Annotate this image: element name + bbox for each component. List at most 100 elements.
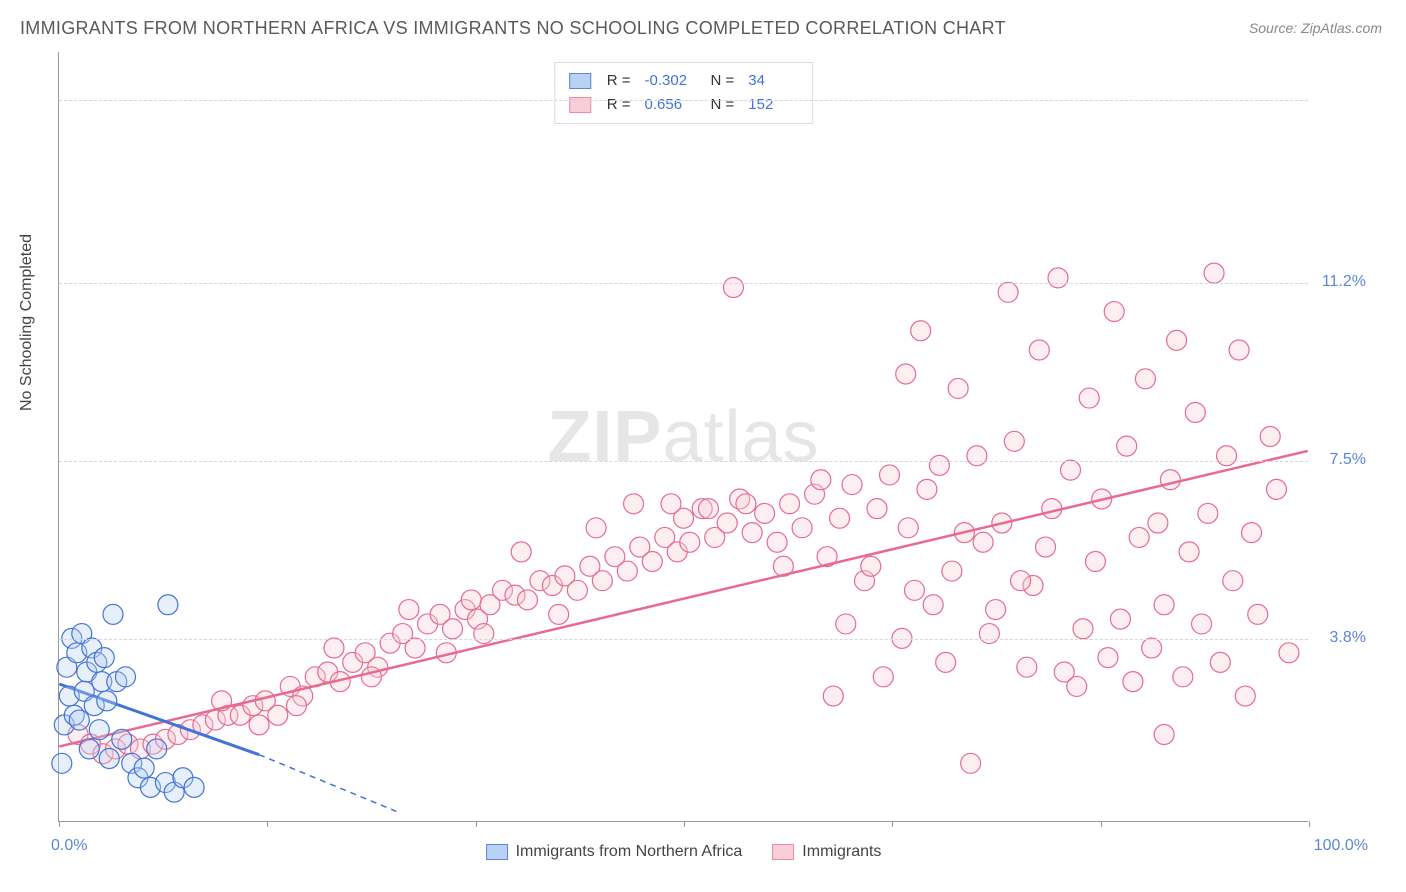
- scatter-point: [1179, 542, 1199, 562]
- scatter-point: [1266, 479, 1286, 499]
- scatter-point: [698, 499, 718, 519]
- scatter-point: [1154, 725, 1174, 745]
- y-tick-label: 11.2%: [1322, 273, 1366, 291]
- scatter-point: [1167, 330, 1187, 350]
- scatter-point: [115, 667, 135, 687]
- scatter-point: [1229, 340, 1249, 360]
- scatter-point: [680, 532, 700, 552]
- legend-bottom-item-1: Immigrants: [772, 843, 881, 861]
- scatter-point: [1204, 263, 1224, 283]
- chart-title: IMMIGRANTS FROM NORTHERN AFRICA VS IMMIG…: [20, 18, 1006, 39]
- legend-bottom-item-0: Immigrants from Northern Africa: [486, 843, 743, 861]
- scatter-point: [1067, 676, 1087, 696]
- scatter-point: [549, 604, 569, 624]
- y-tick-label: 7.5%: [1330, 451, 1366, 469]
- x-tick: [684, 821, 685, 827]
- scatter-point: [1004, 431, 1024, 451]
- scatter-point: [1192, 614, 1212, 634]
- scatter-point: [405, 638, 425, 658]
- scatter-point: [911, 321, 931, 341]
- x-tick-label: 100.0%: [1314, 837, 1368, 855]
- scatter-point: [723, 278, 743, 298]
- scatter-point: [443, 619, 463, 639]
- scatter-point: [936, 652, 956, 672]
- scatter-point: [1011, 571, 1031, 591]
- grid-line: [59, 100, 1308, 101]
- grid-line: [59, 283, 1308, 284]
- scatter-point: [998, 282, 1018, 302]
- scatter-point: [1110, 609, 1130, 629]
- scatter-point: [617, 561, 637, 581]
- scatter-point: [287, 696, 307, 716]
- legend-bottom-label: Immigrants from Northern Africa: [516, 843, 743, 861]
- scatter-point: [1048, 268, 1068, 288]
- scatter-point: [717, 513, 737, 533]
- chart-container: IMMIGRANTS FROM NORTHERN AFRICA VS IMMIG…: [0, 0, 1406, 892]
- scatter-point: [1061, 460, 1081, 480]
- x-tick: [1309, 821, 1310, 827]
- scatter-point: [873, 667, 893, 687]
- legend-bottom-label: Immigrants: [802, 843, 881, 861]
- y-tick-label: 3.8%: [1330, 629, 1366, 647]
- scatter-point: [923, 595, 943, 615]
- scatter-point: [592, 571, 612, 591]
- scatter-point: [89, 720, 109, 740]
- scatter-point: [867, 499, 887, 519]
- scatter-point: [1073, 619, 1093, 639]
- scatter-point: [103, 604, 123, 624]
- legend-swatch-blue: [486, 844, 508, 860]
- x-tick: [1101, 821, 1102, 827]
- scatter-point: [1242, 523, 1262, 543]
- scatter-point: [147, 739, 167, 759]
- trend-line-dashed: [259, 755, 396, 812]
- scatter-point: [1129, 527, 1149, 547]
- plot-svg: [59, 52, 1308, 821]
- scatter-point: [399, 600, 419, 620]
- scatter-point: [158, 595, 178, 615]
- scatter-point: [517, 590, 537, 610]
- scatter-point: [1085, 551, 1105, 571]
- scatter-point: [742, 523, 762, 543]
- legend-bottom: Immigrants from Northern Africa Immigran…: [486, 843, 882, 861]
- scatter-point: [1154, 595, 1174, 615]
- scatter-point: [1223, 571, 1243, 591]
- scatter-point: [324, 638, 344, 658]
- scatter-point: [861, 556, 881, 576]
- scatter-point: [917, 479, 937, 499]
- scatter-point: [134, 758, 154, 778]
- scatter-point: [79, 739, 99, 759]
- scatter-point: [1185, 402, 1205, 422]
- grid-line: [59, 639, 1308, 640]
- scatter-point: [642, 551, 662, 571]
- scatter-point: [1217, 446, 1237, 466]
- scatter-point: [986, 600, 1006, 620]
- scatter-point: [1173, 667, 1193, 687]
- scatter-point: [1079, 388, 1099, 408]
- scatter-point: [961, 753, 981, 773]
- scatter-point: [979, 624, 999, 644]
- scatter-point: [1210, 652, 1230, 672]
- scatter-point: [1248, 604, 1268, 624]
- scatter-point: [755, 503, 775, 523]
- scatter-point: [973, 532, 993, 552]
- scatter-point: [780, 494, 800, 514]
- scatter-point: [767, 532, 787, 552]
- scatter-point: [1098, 648, 1118, 668]
- scatter-point: [1279, 643, 1299, 663]
- scatter-point: [1148, 513, 1168, 533]
- scatter-point: [112, 729, 132, 749]
- source-label: Source: ZipAtlas.com: [1249, 20, 1382, 36]
- scatter-point: [823, 686, 843, 706]
- scatter-point: [942, 561, 962, 581]
- scatter-point: [736, 494, 756, 514]
- legend-swatch-pink: [772, 844, 794, 860]
- scatter-point: [1160, 470, 1180, 490]
- grid-line: [59, 461, 1308, 462]
- plot-area: ZIPatlas R = -0.302 N = 34 R = 0.656 N =…: [58, 52, 1308, 822]
- scatter-point: [1135, 369, 1155, 389]
- x-tick: [892, 821, 893, 827]
- scatter-point: [586, 518, 606, 538]
- x-tick: [267, 821, 268, 827]
- scatter-point: [1117, 436, 1137, 456]
- scatter-point: [1142, 638, 1162, 658]
